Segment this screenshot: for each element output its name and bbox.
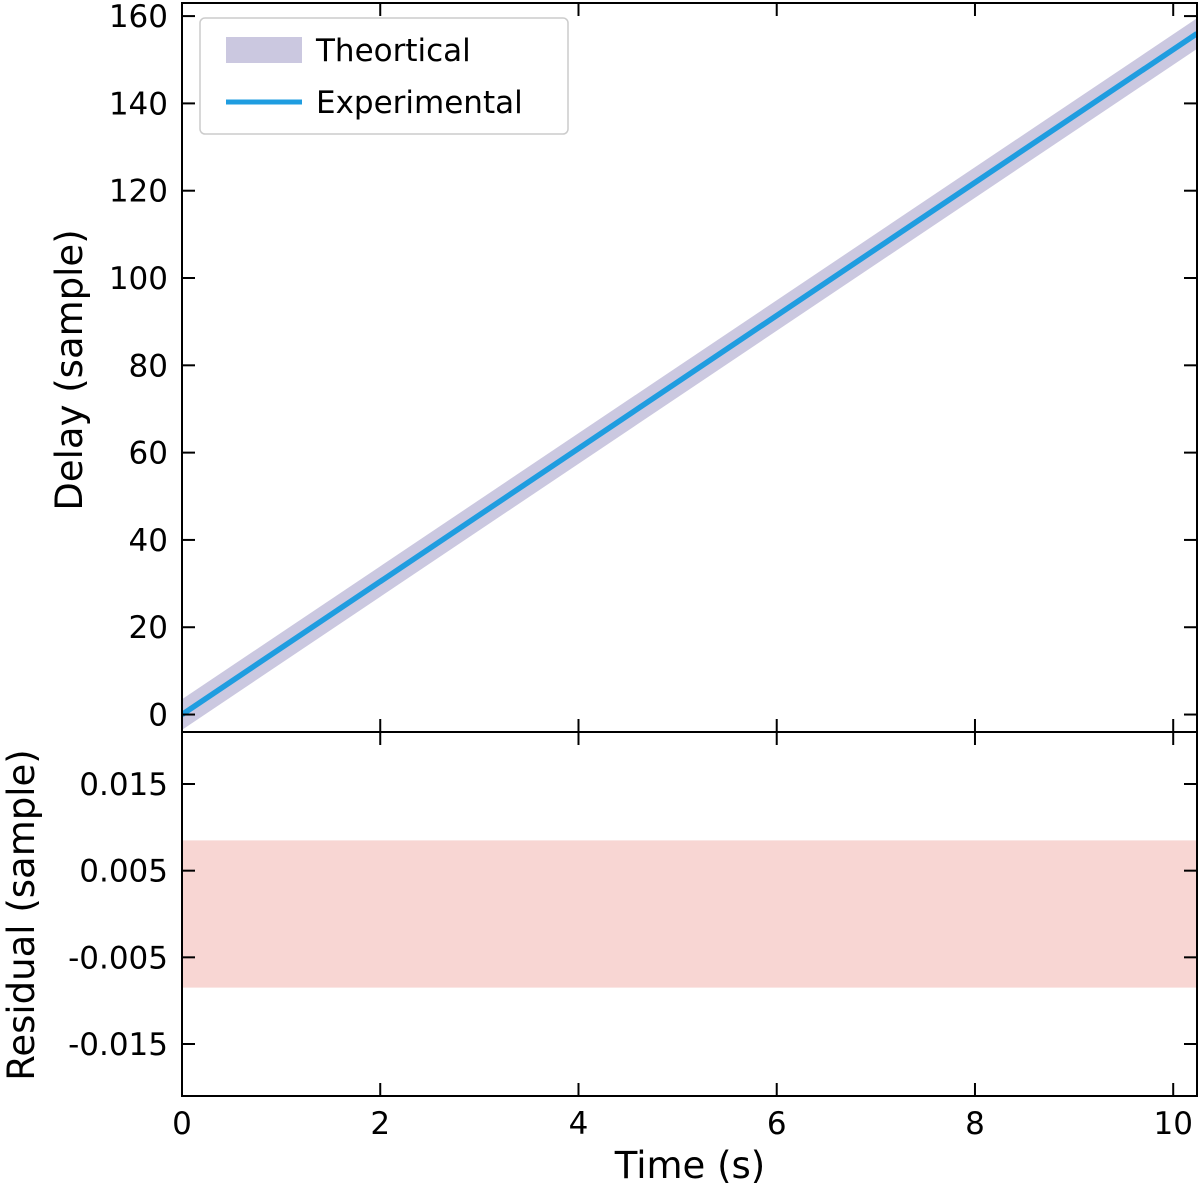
residual-panel: 0 2 4 6 8 10 0.015 0.005 -0.005 -0.015 xyxy=(68,731,1198,1142)
y-tick-label: 140 xyxy=(109,86,168,122)
legend-label-experimental: Experimental xyxy=(316,85,523,121)
residual-band xyxy=(182,840,1197,988)
time-x-axis-label: Time (s) xyxy=(614,1144,765,1187)
x-tick-label: 8 xyxy=(965,1106,985,1142)
y-tick-label: 100 xyxy=(109,261,168,297)
legend-swatch-theortical xyxy=(226,37,302,63)
delay-y-axis-label: Delay (sample) xyxy=(48,229,91,510)
y-tick-label: 0.015 xyxy=(79,767,168,803)
y-tick-label: 40 xyxy=(129,523,168,559)
y-tick-label: 60 xyxy=(129,436,168,472)
y-tick-label: 80 xyxy=(129,348,168,384)
x-tick-label: 0 xyxy=(172,1106,192,1142)
legend-label-theortical: Theortical xyxy=(315,33,471,69)
y-tick-label: 120 xyxy=(109,174,168,210)
y-tick-label: 160 xyxy=(109,0,168,35)
axes-frame xyxy=(181,731,1198,1097)
y-tick-label: -0.015 xyxy=(68,1027,168,1063)
y-tick-label: 20 xyxy=(129,610,168,646)
delay-panel: 0 20 40 60 80 100 120 140 160 xyxy=(109,0,1198,734)
y-tick-label: 0 xyxy=(148,698,168,734)
x-tick-label: 6 xyxy=(767,1106,787,1142)
y-tick-label: -0.005 xyxy=(68,940,168,976)
plot-area xyxy=(182,840,1197,988)
residual-y-axis-label: Residual (sample) xyxy=(0,749,43,1080)
legend: Theortical Experimental xyxy=(199,17,569,135)
experimental-line xyxy=(182,31,1197,717)
x-tick-label: 2 xyxy=(370,1106,390,1142)
y-tick-label: 0.005 xyxy=(79,854,168,890)
x-tick-label: 4 xyxy=(569,1106,589,1142)
plot-area xyxy=(182,18,1197,730)
x-tick-label: 10 xyxy=(1153,1106,1192,1142)
